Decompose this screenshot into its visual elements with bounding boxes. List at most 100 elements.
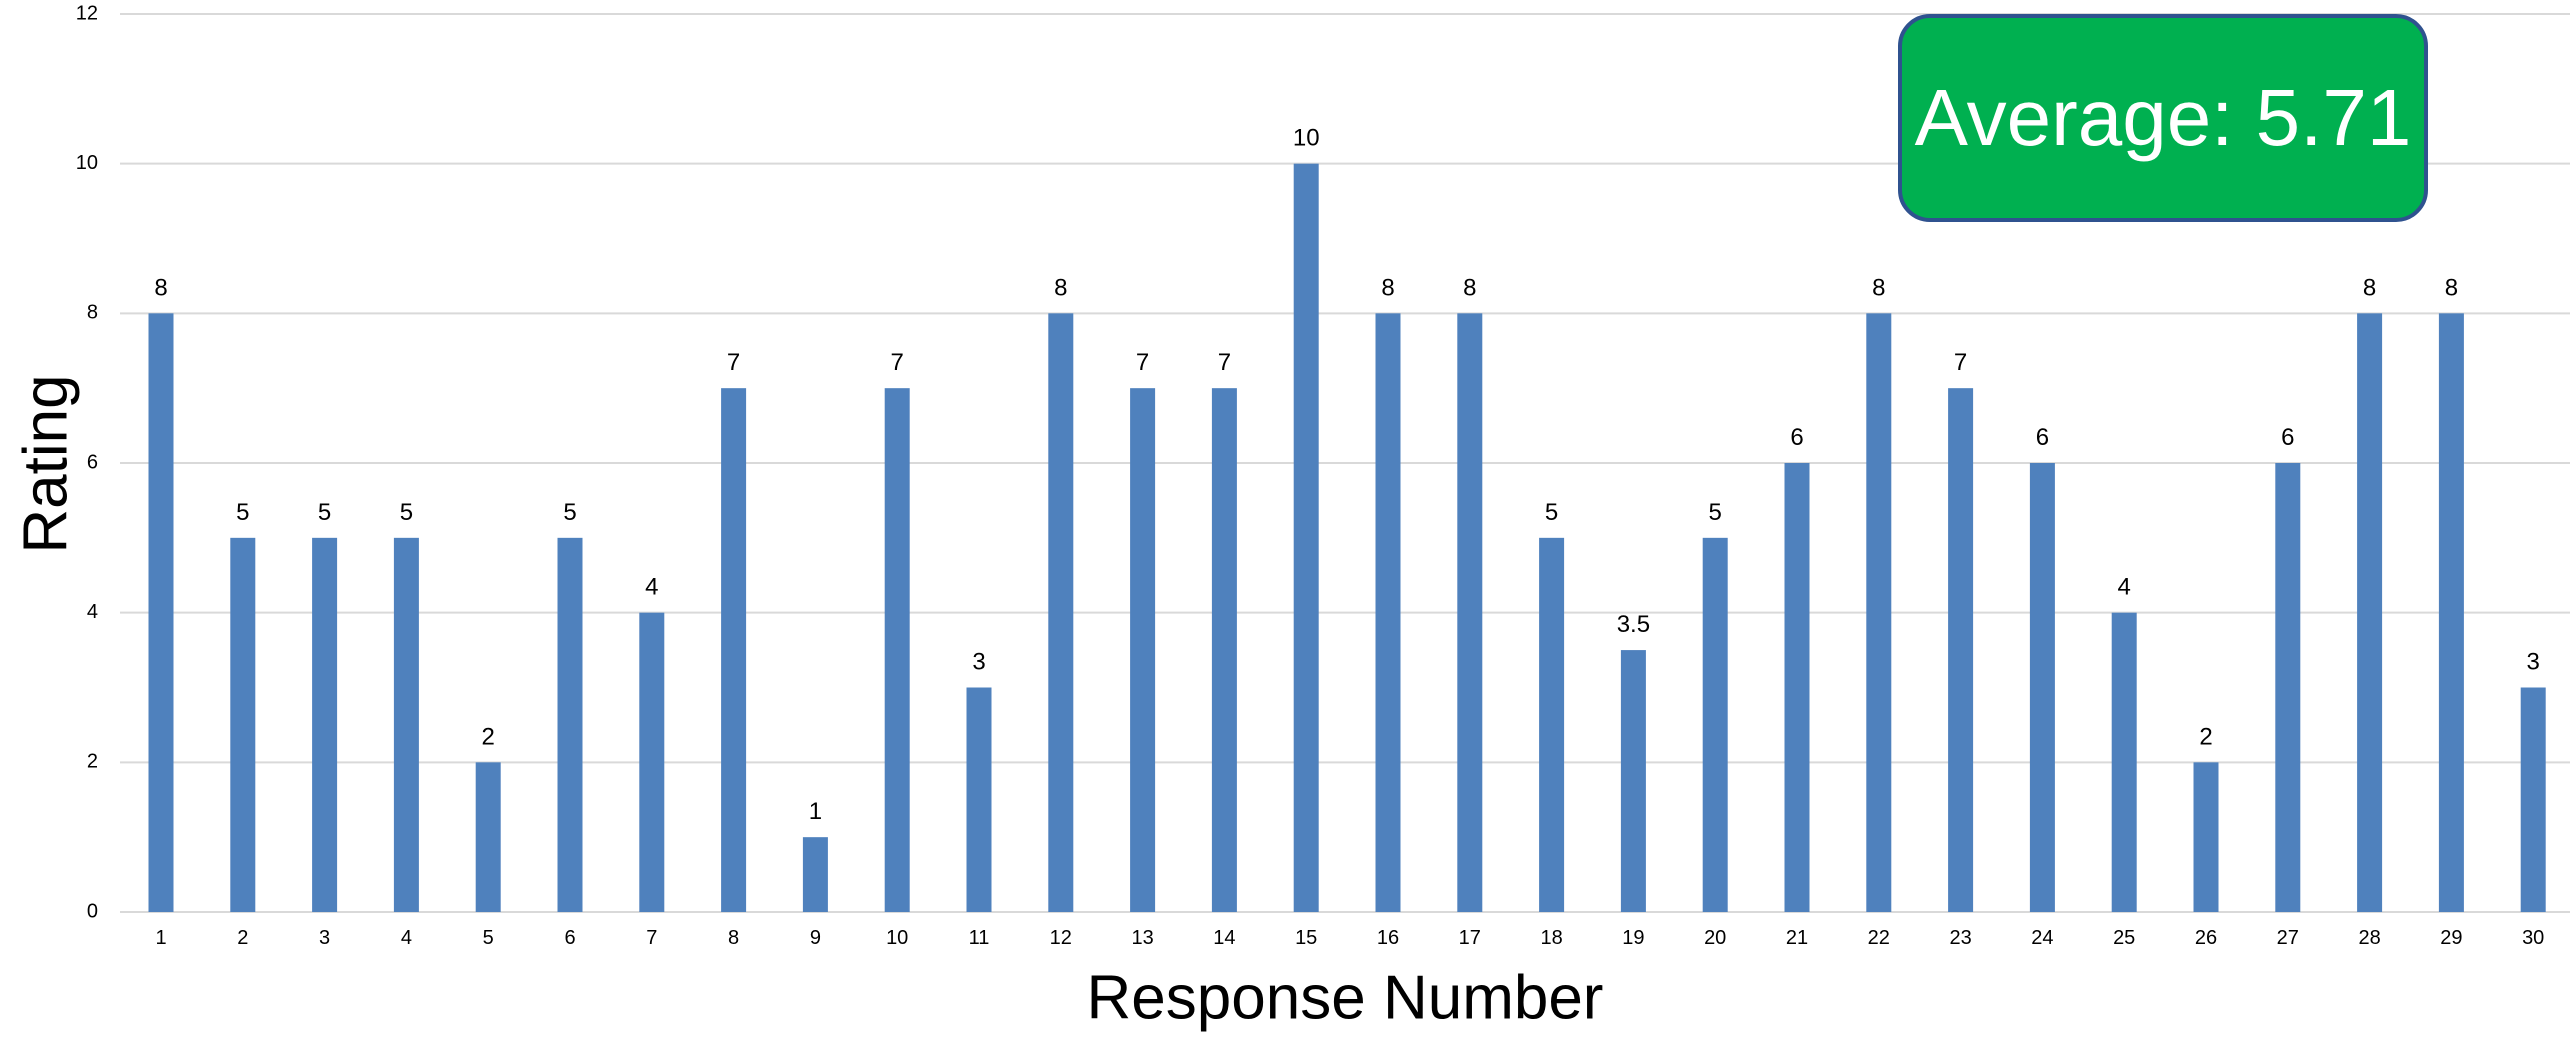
y-tick-label: 2 [87, 751, 98, 773]
data-label: 2 [482, 723, 495, 750]
bar [2357, 313, 2383, 912]
data-label: 5 [563, 499, 576, 526]
x-tick-label: 13 [1131, 927, 1153, 949]
x-tick-label: 1 [155, 927, 166, 949]
x-tick-label: 19 [1622, 927, 1644, 949]
data-label: 3 [972, 649, 985, 676]
data-label: 1 [809, 798, 822, 825]
x-axis-ticks: 1 2 3 4 5 6 7 8 9 10 11 12 13 14 15 16 17 18 19 20 21 22 23 24 2… [155, 927, 2544, 949]
bar [721, 388, 747, 913]
y-tick-label: 0 [87, 900, 98, 922]
x-tick-label: 22 [1868, 927, 1890, 949]
data-label: 6 [1790, 424, 1803, 451]
x-tick-label: 24 [2031, 927, 2053, 949]
bar [2275, 463, 2301, 912]
data-label: 8 [154, 274, 167, 301]
data-label: 4 [645, 574, 658, 601]
data-label: 2 [2199, 723, 2212, 750]
data-label: 5 [236, 499, 249, 526]
data-label: 4 [2118, 574, 2131, 601]
gridlines [120, 13, 2570, 913]
x-tick-label: 21 [1786, 927, 1808, 949]
x-tick-label: 23 [1949, 927, 1971, 949]
bar [475, 762, 501, 912]
x-tick-label: 29 [2440, 927, 2462, 949]
y-tick-label: 12 [76, 2, 98, 24]
x-tick-label: 11 [969, 927, 990, 949]
bar [1784, 463, 1810, 912]
average-callout: Average: 5.71 [1898, 14, 2428, 222]
y-tick-label: 8 [87, 302, 98, 324]
bar [2438, 313, 2464, 912]
data-label: 5 [400, 499, 413, 526]
data-label: 8 [1054, 274, 1067, 301]
bar [557, 537, 583, 912]
data-label: 5 [1709, 499, 1722, 526]
bar [1211, 388, 1237, 913]
bars [148, 163, 2546, 913]
bar [1702, 537, 1728, 912]
x-tick-label: 16 [1377, 927, 1399, 949]
y-axis-title: Rating [11, 374, 80, 553]
bar [1375, 313, 1401, 912]
x-tick-label: 26 [2195, 927, 2217, 949]
data-label: 5 [1545, 499, 1558, 526]
data-label: 8 [2445, 274, 2458, 301]
average-text: Average: 5.71 [1914, 73, 2412, 162]
bar [1539, 537, 1565, 912]
data-label: 3 [2527, 649, 2540, 676]
data-label: 3.5 [1617, 611, 1650, 638]
y-tick-label: 4 [87, 601, 98, 623]
data-label: 7 [1218, 349, 1231, 376]
bar [1130, 388, 1156, 913]
y-axis-ticks: 0 2 4 6 8 10 12 [76, 2, 98, 922]
bar [1293, 163, 1319, 912]
bar [1457, 313, 1483, 912]
bar [312, 537, 338, 912]
bar [2111, 612, 2137, 912]
bar [393, 537, 419, 912]
data-labels: 8 5 5 5 2 5 4 7 1 7 3 8 7 7 10 8 8 5 3.5 5 6 8 7 6 4 2 6 8 8 3 [154, 125, 2540, 826]
x-tick-label: 20 [1704, 927, 1726, 949]
bar [230, 537, 256, 912]
x-tick-label: 9 [810, 927, 821, 949]
x-tick-label: 18 [1540, 927, 1562, 949]
bar [2193, 762, 2219, 912]
x-tick-label: 6 [564, 927, 575, 949]
x-tick-label: 12 [1050, 927, 1072, 949]
data-label: 8 [1381, 274, 1394, 301]
x-tick-label: 5 [483, 927, 494, 949]
data-label: 7 [891, 349, 904, 376]
bar [1866, 313, 1892, 912]
y-tick-label: 10 [76, 152, 98, 174]
bar [802, 837, 828, 912]
bar [148, 313, 174, 912]
x-tick-label: 15 [1295, 927, 1317, 949]
x-tick-label: 14 [1213, 927, 1235, 949]
x-tick-label: 17 [1459, 927, 1481, 949]
data-label: 7 [1136, 349, 1149, 376]
data-label: 8 [1872, 274, 1885, 301]
data-label: 7 [727, 349, 740, 376]
x-tick-label: 8 [728, 927, 739, 949]
data-label: 6 [2036, 424, 2049, 451]
data-label: 10 [1293, 125, 1320, 152]
data-label: 8 [1463, 274, 1476, 301]
x-tick-label: 7 [646, 927, 657, 949]
bar [966, 687, 992, 912]
bar [884, 388, 910, 913]
y-tick-label: 6 [87, 451, 98, 473]
bar [2029, 463, 2055, 912]
data-label: 7 [1954, 349, 1967, 376]
data-label: 8 [2363, 274, 2376, 301]
x-tick-label: 27 [2277, 927, 2299, 949]
x-tick-label: 4 [401, 927, 412, 949]
bar [1948, 388, 1974, 913]
x-axis-title: Response Number [1087, 963, 1604, 1032]
bar [1620, 650, 1646, 912]
bar [1048, 313, 1074, 912]
x-tick-label: 30 [2522, 927, 2544, 949]
x-tick-label: 3 [319, 927, 330, 949]
x-tick-label: 25 [2113, 927, 2135, 949]
